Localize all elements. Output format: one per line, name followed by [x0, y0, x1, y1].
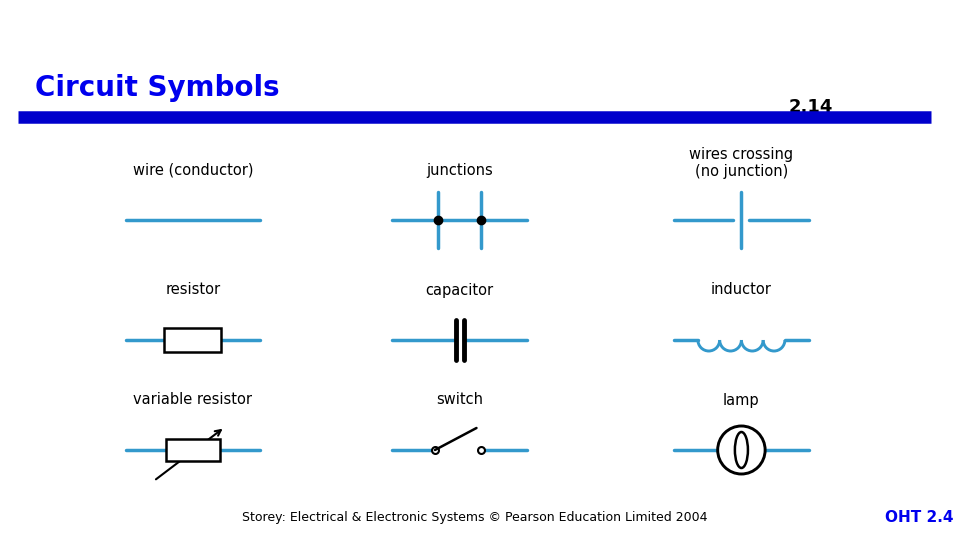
Text: wire (conductor): wire (conductor): [132, 163, 253, 178]
Text: resistor: resistor: [165, 282, 221, 298]
Circle shape: [718, 426, 765, 474]
Text: wires crossing
(no junction): wires crossing (no junction): [689, 147, 794, 179]
Bar: [165, 439, 220, 461]
Text: Circuit Symbols: Circuit Symbols: [35, 74, 279, 102]
Text: variable resistor: variable resistor: [133, 393, 252, 408]
Text: lamp: lamp: [723, 393, 759, 408]
Text: inductor: inductor: [711, 282, 772, 298]
Text: Storey: Electrical & Electronic Systems © Pearson Education Limited 2004: Storey: Electrical & Electronic Systems …: [242, 511, 708, 524]
Text: switch: switch: [436, 393, 483, 408]
Bar: [164, 328, 222, 352]
Ellipse shape: [735, 432, 748, 468]
Text: 2.14: 2.14: [788, 98, 832, 116]
Text: OHT 2.4: OHT 2.4: [885, 510, 953, 525]
Text: capacitor: capacitor: [425, 282, 493, 298]
Text: junctions: junctions: [426, 163, 493, 178]
